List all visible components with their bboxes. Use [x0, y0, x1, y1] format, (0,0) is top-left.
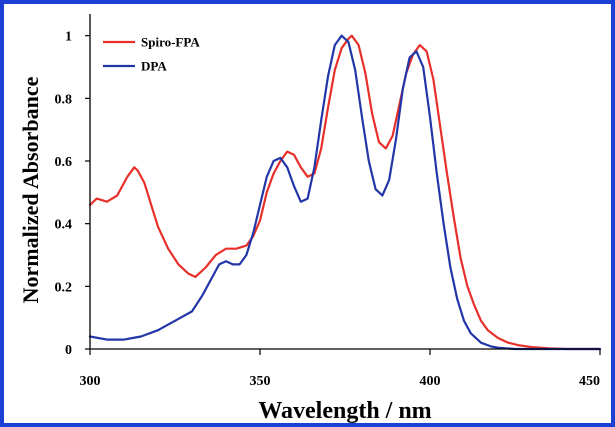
x-tick-label: 300	[80, 374, 101, 389]
y-tick-label: 0	[65, 343, 72, 358]
x-tick-label: 350	[250, 374, 271, 389]
y-tick-label: 1	[65, 30, 72, 45]
y-tick-label: 0.4	[55, 218, 73, 233]
x-tick-label: 400	[420, 374, 441, 389]
legend-label: Spiro-FPA	[141, 35, 200, 50]
legend-label: DPA	[141, 59, 167, 74]
y-axis-label: Normalized Absorbance	[18, 76, 43, 303]
y-tick-label: 0.8	[55, 92, 73, 107]
axes: 300 350 400 450 0 0.2 0.4 0.6 0.8 1	[55, 14, 601, 389]
legend: Spiro-FPA DPA	[103, 35, 200, 74]
y-tick-label: 0.2	[55, 280, 73, 295]
x-tick-label: 450	[579, 374, 600, 389]
x-axis-label: Wavelength / nm	[258, 398, 431, 424]
y-tick-label: 0.6	[55, 155, 73, 170]
series-line-1	[88, 34, 602, 351]
plot-lines	[88, 34, 602, 351]
series-line-0	[88, 34, 602, 351]
